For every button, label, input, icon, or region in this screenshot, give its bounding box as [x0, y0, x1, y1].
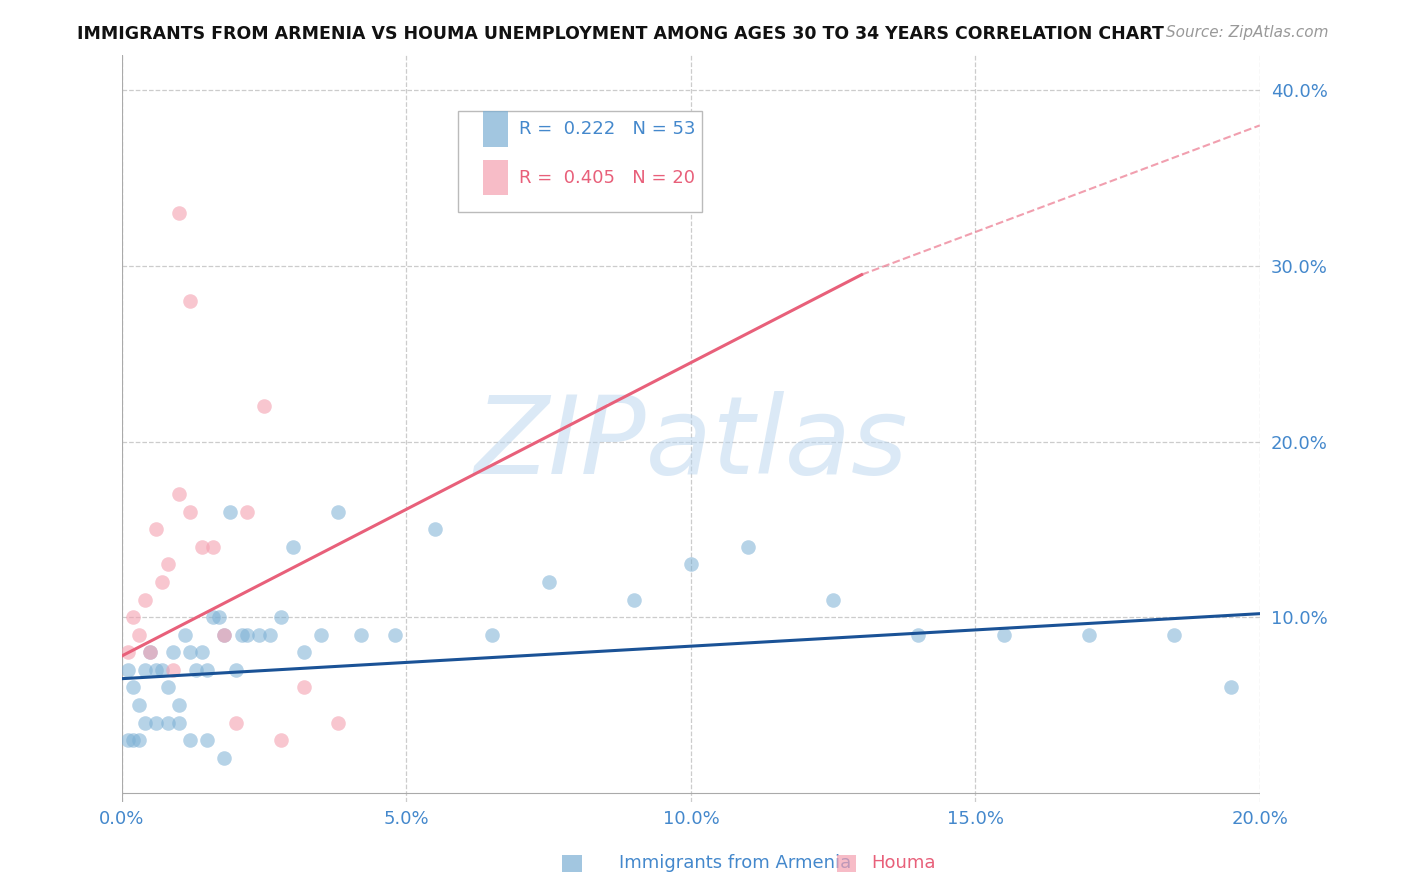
Point — [328, 505, 350, 519]
Point — [134, 592, 156, 607]
Point — [145, 663, 167, 677]
Point — [195, 663, 218, 677]
Point — [823, 592, 845, 607]
FancyBboxPatch shape — [482, 112, 508, 147]
Text: Houma: Houma — [872, 855, 936, 872]
Point — [139, 645, 162, 659]
Point — [190, 540, 212, 554]
Point — [202, 610, 225, 624]
Text: Source: ZipAtlas.com: Source: ZipAtlas.com — [1166, 25, 1329, 40]
Point — [214, 628, 236, 642]
Point — [679, 558, 702, 572]
Point — [1220, 681, 1243, 695]
Point — [623, 592, 645, 607]
Point — [179, 645, 201, 659]
Point — [225, 715, 247, 730]
Point — [162, 663, 184, 677]
Point — [281, 540, 304, 554]
Point — [167, 487, 190, 501]
Point — [1078, 628, 1101, 642]
Point — [423, 522, 446, 536]
Point — [167, 206, 190, 220]
Text: IMMIGRANTS FROM ARMENIA VS HOUMA UNEMPLOYMENT AMONG AGES 30 TO 34 YEARS CORRELAT: IMMIGRANTS FROM ARMENIA VS HOUMA UNEMPLO… — [77, 25, 1164, 43]
Point — [167, 698, 190, 712]
Point — [122, 733, 145, 747]
Point — [150, 575, 173, 590]
Point — [309, 628, 332, 642]
Point — [214, 628, 236, 642]
Point — [202, 540, 225, 554]
Point — [236, 628, 259, 642]
Point — [737, 540, 759, 554]
Point — [184, 663, 207, 677]
Point — [145, 522, 167, 536]
Point — [150, 663, 173, 677]
Text: R =  0.405   N = 20: R = 0.405 N = 20 — [519, 169, 695, 186]
Point — [231, 628, 253, 642]
Point — [214, 750, 236, 764]
FancyBboxPatch shape — [458, 112, 702, 212]
Point — [173, 628, 195, 642]
Point — [128, 698, 150, 712]
Point — [134, 715, 156, 730]
Point — [179, 293, 201, 308]
Text: R =  0.222   N = 53: R = 0.222 N = 53 — [519, 120, 696, 138]
Point — [117, 663, 139, 677]
Point — [219, 505, 242, 519]
Point — [328, 715, 350, 730]
Point — [350, 628, 373, 642]
Point — [117, 645, 139, 659]
Point — [292, 681, 315, 695]
Point — [179, 505, 201, 519]
Point — [208, 610, 231, 624]
Point — [993, 628, 1015, 642]
Point — [481, 628, 503, 642]
Point — [270, 610, 292, 624]
Point — [156, 558, 179, 572]
Point — [167, 715, 190, 730]
Point — [145, 715, 167, 730]
Point — [225, 663, 247, 677]
FancyBboxPatch shape — [482, 160, 508, 195]
Point — [384, 628, 406, 642]
Point — [1163, 628, 1185, 642]
Point — [128, 628, 150, 642]
Point — [190, 645, 212, 659]
Point — [122, 610, 145, 624]
Point — [247, 628, 270, 642]
Point — [156, 681, 179, 695]
Point — [128, 733, 150, 747]
Point — [122, 681, 145, 695]
Point — [117, 733, 139, 747]
Point — [236, 505, 259, 519]
Point — [259, 628, 281, 642]
Point — [253, 400, 276, 414]
Text: ZIPatlas: ZIPatlas — [474, 391, 908, 496]
Point — [139, 645, 162, 659]
Point — [156, 715, 179, 730]
Point — [134, 663, 156, 677]
Point — [179, 733, 201, 747]
Point — [907, 628, 929, 642]
Point — [292, 645, 315, 659]
Point — [270, 733, 292, 747]
Point — [195, 733, 218, 747]
Text: Immigrants from Armenia: Immigrants from Armenia — [619, 855, 851, 872]
Point — [162, 645, 184, 659]
Point — [537, 575, 560, 590]
